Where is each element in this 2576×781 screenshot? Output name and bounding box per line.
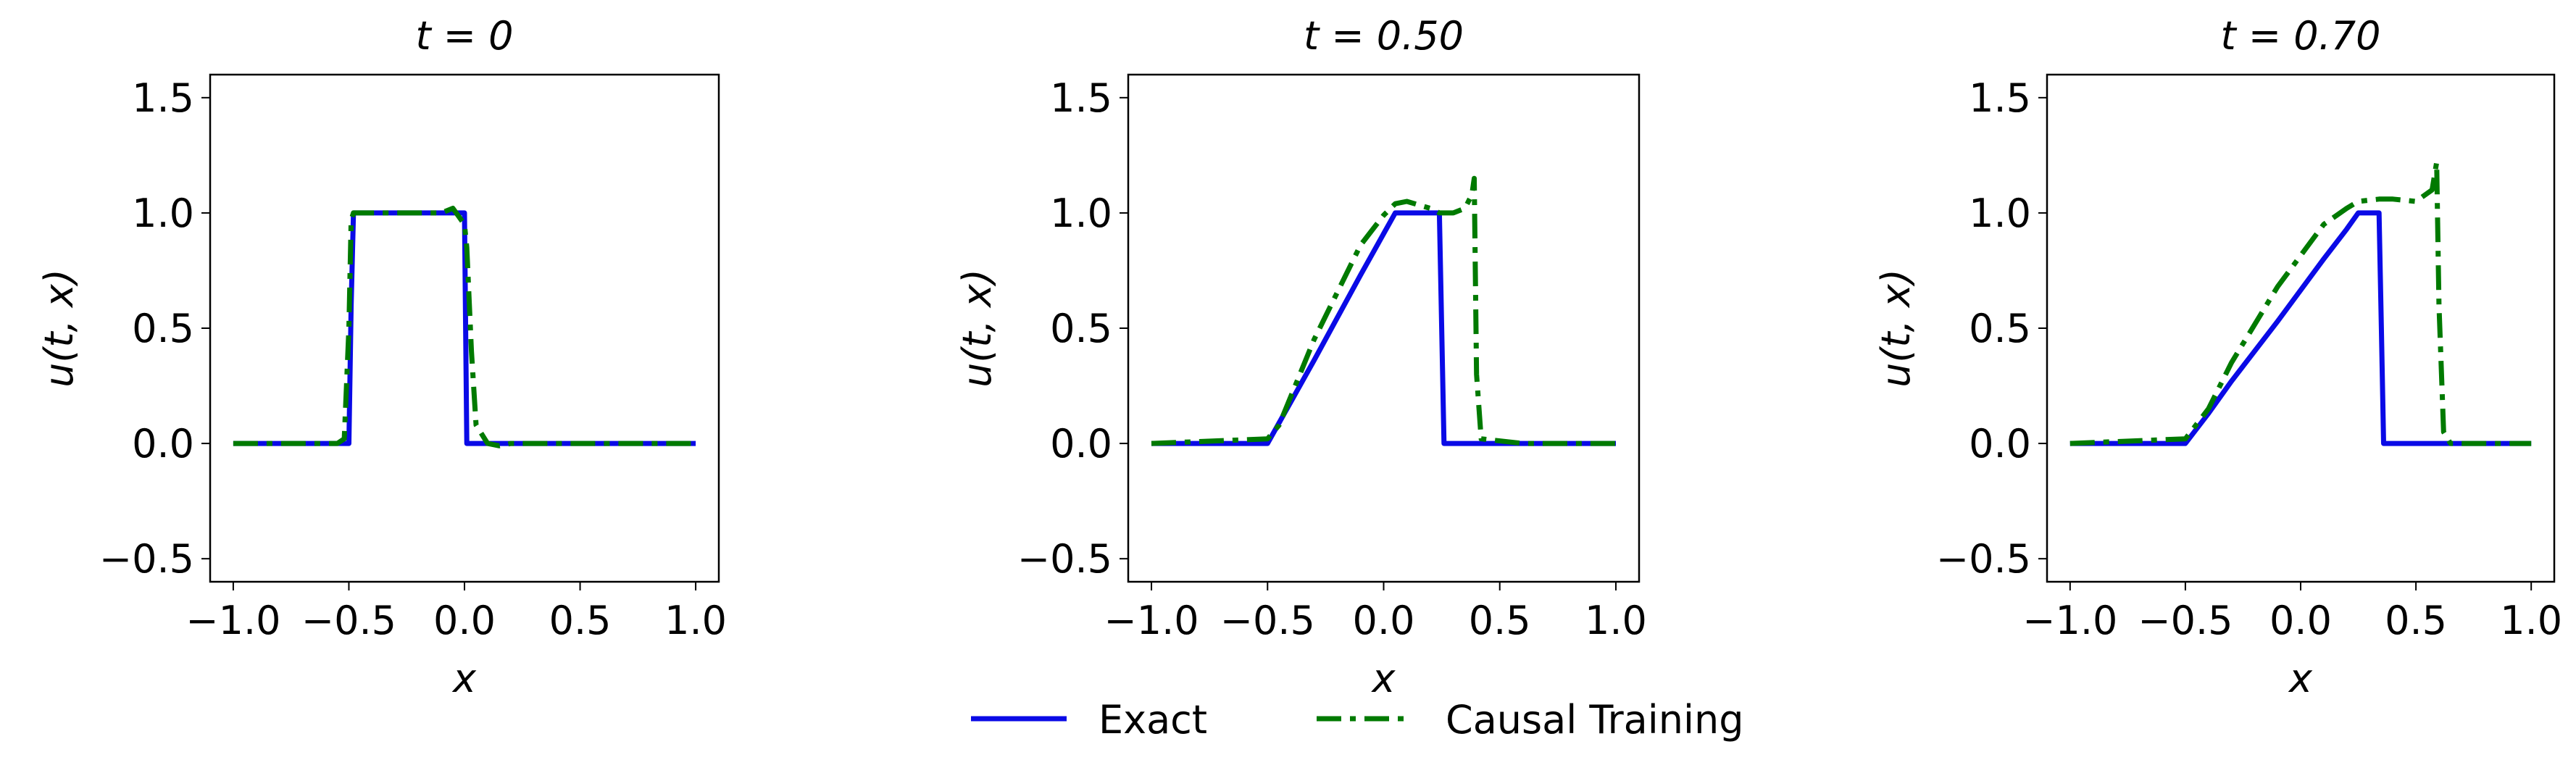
data-line — [1151, 210, 1616, 446]
subplot-title: t = 0 — [415, 13, 513, 59]
x-tick-label: 1.0 — [664, 598, 727, 643]
data-line — [2069, 210, 2532, 446]
y-tick-label: −0.5 — [99, 536, 194, 582]
legend-label: Causal Training — [1446, 697, 1744, 743]
subplot-title: t = 0.50 — [1304, 13, 1464, 59]
x-tick-label: −0.5 — [2138, 598, 2233, 643]
y-tick-label: −0.5 — [1017, 536, 1112, 582]
plot-frame — [209, 73, 720, 583]
y-tick-label: 0.0 — [1969, 421, 2031, 467]
x-tick-label: 0.5 — [1469, 598, 1531, 643]
x-tick-label: −0.5 — [1220, 598, 1315, 643]
y-tick-label: 1.0 — [132, 191, 194, 236]
y-tick-label: 1.0 — [1050, 191, 1112, 236]
y-tick-label: 1.5 — [1969, 75, 2031, 121]
x-tick-label: 0.5 — [549, 598, 612, 643]
x-tick-label: −0.5 — [301, 598, 396, 643]
data-line — [2069, 159, 2532, 446]
x-tick-label: 1.0 — [1585, 598, 1647, 643]
plot-frame — [1127, 73, 1641, 583]
x-tick-label: 0.5 — [2385, 598, 2447, 643]
y-tick-label: −0.5 — [1936, 536, 2031, 582]
y-tick-label: 1.5 — [132, 75, 194, 121]
y-axis-label: u(t, x) — [954, 269, 1000, 388]
y-tick-label: 0.0 — [132, 421, 194, 467]
x-tick-label: 1.0 — [2500, 598, 2562, 643]
y-tick-label: 0.5 — [132, 306, 194, 351]
y-tick-label: 1.5 — [1050, 75, 1112, 121]
x-tick-label: −1.0 — [186, 598, 280, 643]
x-tick-label: −1.0 — [1104, 598, 1199, 643]
x-tick-label: −1.0 — [2022, 598, 2117, 643]
plot-frame — [2046, 73, 2556, 583]
data-line — [233, 206, 696, 448]
x-tick-label: 0.0 — [1353, 598, 1415, 643]
y-tick-label: 0.5 — [1050, 306, 1112, 351]
y-axis-label: u(t, x) — [1873, 269, 1919, 388]
legend-label: Exact — [1099, 697, 1207, 743]
y-tick-label: 1.0 — [1969, 191, 2031, 236]
subplot-title: t = 0.70 — [2221, 13, 2381, 59]
y-tick-label: 0.0 — [1050, 421, 1112, 467]
x-tick-label: 0.0 — [433, 598, 496, 643]
x-axis-label: x — [2288, 656, 2313, 701]
x-axis-label: x — [1371, 656, 1396, 701]
data-line — [1151, 175, 1616, 446]
y-tick-label: 0.5 — [1969, 306, 2031, 351]
x-axis-label: x — [451, 656, 477, 701]
x-tick-label: 0.0 — [2269, 598, 2332, 643]
y-axis-label: u(t, x) — [36, 269, 82, 388]
